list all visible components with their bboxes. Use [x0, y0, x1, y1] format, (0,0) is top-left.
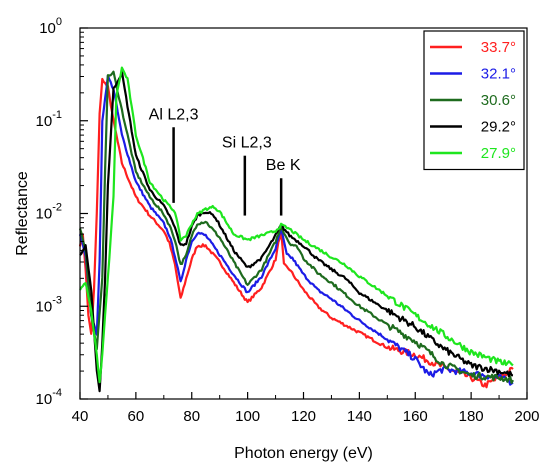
- x-tick-label: 160: [403, 408, 428, 425]
- legend-label: 27.9°: [481, 145, 516, 162]
- x-tick-label: 120: [291, 408, 316, 425]
- x-tick-label: 60: [128, 408, 145, 425]
- y-tick-exponent: -4: [52, 387, 62, 399]
- legend: 33.7° 32.1° 30.6° 29.2° 27.9°: [423, 30, 525, 171]
- legend-label: 32.1°: [481, 66, 516, 83]
- y-tick-label: 10-2: [36, 202, 62, 223]
- x-tick-label: 140: [347, 408, 372, 425]
- x-tick-label: 200: [514, 408, 539, 425]
- y-tick-exponent: 0: [56, 16, 62, 28]
- y-tick-exponent: -2: [52, 202, 62, 214]
- y-tick-label: 10-4: [36, 387, 62, 408]
- series-layer: [78, 66, 514, 393]
- x-axis-title: Photon energy (eV): [234, 445, 373, 462]
- annotation-label: Al L2,3: [149, 106, 199, 123]
- y-tick-exponent: -1: [52, 109, 62, 121]
- y-tick-label: 10-3: [36, 294, 62, 315]
- legend-label: 29.2°: [481, 119, 516, 136]
- x-axis: 40 60 80 100 120 140 160 180 200: [72, 392, 540, 425]
- x-tick-label: 80: [183, 408, 200, 425]
- x-tick-label: 40: [72, 408, 89, 425]
- legend-label: 30.6°: [481, 92, 516, 109]
- y-axis-title: Reflectance: [14, 171, 31, 256]
- annotation-label: Si L2,3: [222, 135, 272, 152]
- annotation-label: Be K: [266, 157, 301, 174]
- series-line-3: [78, 70, 514, 384]
- series-line-4: [79, 70, 514, 393]
- series-line-5: [79, 66, 514, 384]
- y-tick-label: 10-1: [36, 109, 62, 130]
- y-tick-exponent: -3: [52, 294, 62, 306]
- x-tick-label: 180: [459, 408, 484, 425]
- y-axis: 100 10-1 10-2 10-3 10-4: [36, 16, 88, 408]
- annotations: Al L2,3 Si L2,3 Be K: [149, 106, 301, 216]
- legend-label: 33.7°: [481, 39, 516, 56]
- series-line-2: [78, 74, 514, 386]
- x-tick-label: 100: [235, 408, 260, 425]
- y-tick-label: 100: [39, 16, 62, 37]
- series-line-1: [78, 77, 514, 389]
